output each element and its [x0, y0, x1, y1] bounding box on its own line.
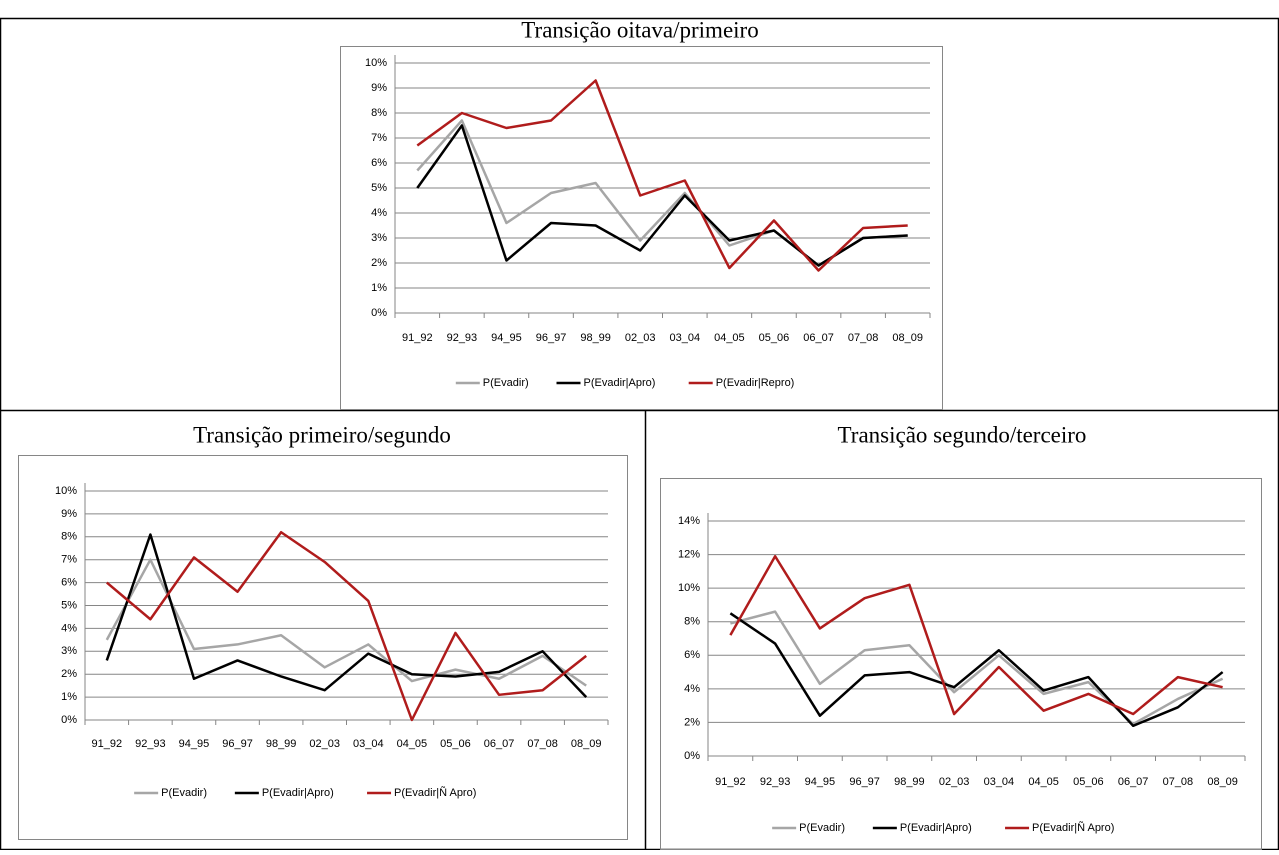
x-tick-label: 05_06 — [1073, 776, 1104, 788]
x-tick-label: 94_95 — [179, 738, 210, 750]
x-tick-label: 98_99 — [894, 776, 925, 788]
x-tick-label: 98_99 — [580, 332, 611, 344]
legend-label: P(Evadir) — [483, 377, 529, 389]
y-tick-label: 10% — [678, 582, 700, 594]
y-tick-label: 2% — [684, 716, 700, 728]
x-tick-label: 03_04 — [669, 332, 700, 344]
y-tick-label: 8% — [371, 107, 387, 119]
x-tick-label: 05_06 — [440, 738, 471, 750]
chart-title: Transição primeiro/segundo — [193, 422, 451, 447]
x-tick-label: 06_07 — [484, 738, 515, 750]
chart-title: Transição oitava/primeiro — [521, 17, 758, 42]
x-tick-label: 05_06 — [759, 332, 790, 344]
chart-title: Transição segundo/terceiro — [838, 422, 1087, 447]
y-tick-label: 2% — [371, 257, 387, 269]
x-tick-label: 03_04 — [353, 738, 384, 750]
x-tick-label: 96_97 — [849, 776, 880, 788]
x-tick-label: 02_03 — [939, 776, 970, 788]
y-tick-label: 9% — [61, 508, 77, 520]
y-tick-label: 3% — [61, 645, 77, 657]
y-tick-label: 4% — [684, 683, 700, 695]
legend-label: P(Evadir|Ñ Apro) — [1032, 821, 1114, 834]
x-tick-label: 92_93 — [135, 738, 166, 750]
y-tick-label: 6% — [61, 577, 77, 589]
y-tick-label: 3% — [371, 232, 387, 244]
y-tick-label: 6% — [684, 649, 700, 661]
y-tick-label: 10% — [55, 485, 77, 497]
legend-label: P(Evadir|Apro) — [262, 787, 334, 799]
series-line — [105, 558, 587, 687]
y-tick-label: 0% — [61, 714, 77, 726]
y-tick-label: 4% — [371, 207, 387, 219]
x-tick-label: 96_97 — [222, 738, 253, 750]
x-tick-label: 08_09 — [1207, 776, 1238, 788]
x-tick-label: 92_93 — [760, 776, 791, 788]
legend-label: P(Evadir|Ñ Apro) — [394, 786, 476, 799]
x-tick-label: 03_04 — [984, 776, 1015, 788]
series-line — [105, 533, 588, 698]
x-tick-label: 91_92 — [402, 332, 433, 344]
x-tick-label: 98_99 — [266, 738, 297, 750]
x-tick-label: 07_08 — [848, 332, 879, 344]
y-tick-label: 5% — [61, 599, 77, 611]
y-tick-label: 9% — [371, 82, 387, 94]
series-line — [416, 124, 908, 267]
chart-frame — [340, 46, 943, 410]
series-line — [729, 555, 1223, 716]
x-tick-label: 02_03 — [309, 738, 340, 750]
y-tick-label: 8% — [61, 531, 77, 543]
y-tick-label: 14% — [678, 515, 700, 527]
x-tick-label: 92_93 — [447, 332, 478, 344]
y-tick-label: 0% — [371, 307, 387, 319]
series-line — [416, 79, 908, 272]
x-tick-label: 08_09 — [571, 738, 602, 750]
series-line — [105, 530, 587, 722]
legend-label: P(Evadir|Apro) — [584, 377, 656, 389]
series-line — [416, 119, 908, 267]
x-tick-label: 07_08 — [527, 738, 558, 750]
x-tick-label: 04_05 — [1028, 776, 1059, 788]
y-tick-label: 1% — [371, 282, 387, 294]
x-tick-label: 91_92 — [715, 776, 746, 788]
legend-label: P(Evadir|Repro) — [716, 377, 795, 389]
legend-label: P(Evadir) — [799, 822, 845, 834]
chart-frame — [18, 455, 628, 840]
y-tick-label: 5% — [371, 182, 387, 194]
legend-label: P(Evadir|Apro) — [900, 822, 972, 834]
y-tick-label: 0% — [684, 750, 700, 762]
series-line — [729, 612, 1224, 728]
y-tick-label: 1% — [61, 691, 77, 703]
x-tick-label: 02_03 — [625, 332, 656, 344]
y-tick-label: 10% — [365, 57, 387, 69]
x-tick-label: 96_97 — [536, 332, 567, 344]
x-tick-label: 94_95 — [491, 332, 522, 344]
chart-frame — [660, 478, 1262, 850]
x-tick-label: 91_92 — [91, 738, 122, 750]
y-tick-label: 7% — [371, 132, 387, 144]
y-tick-label: 4% — [61, 622, 77, 634]
y-tick-label: 2% — [61, 668, 77, 680]
y-tick-label: 8% — [684, 616, 700, 628]
y-tick-label: 7% — [61, 554, 77, 566]
legend-label: P(Evadir) — [161, 787, 207, 799]
y-tick-label: 12% — [678, 548, 700, 560]
x-tick-label: 94_95 — [805, 776, 836, 788]
x-tick-label: 06_07 — [1118, 776, 1149, 788]
x-tick-label: 04_05 — [397, 738, 428, 750]
y-tick-label: 6% — [371, 157, 387, 169]
x-tick-label: 07_08 — [1163, 776, 1194, 788]
x-tick-label: 08_09 — [892, 332, 923, 344]
series-line — [730, 610, 1224, 726]
x-tick-label: 06_07 — [803, 332, 834, 344]
x-tick-label: 04_05 — [714, 332, 745, 344]
